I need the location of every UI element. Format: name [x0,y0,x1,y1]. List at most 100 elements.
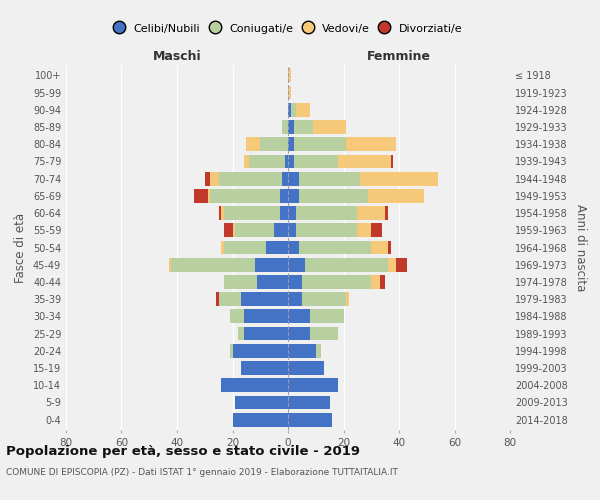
Bar [313,120,346,134]
Bar [368,189,424,202]
Bar [221,240,224,254]
Bar [360,172,438,185]
Bar [380,275,385,289]
Bar [233,344,288,358]
Bar [296,224,358,237]
Bar [371,275,380,289]
Bar [293,120,313,134]
Bar [244,326,288,340]
Bar [288,240,299,254]
Bar [302,275,371,289]
Bar [288,154,293,168]
Bar [305,258,388,272]
Bar [216,292,218,306]
Bar [371,240,388,254]
Bar [346,138,396,151]
Bar [233,413,288,426]
Text: Maschi: Maschi [152,50,202,64]
Bar [224,206,280,220]
Bar [169,258,172,272]
Bar [211,172,218,185]
Bar [288,292,302,306]
Bar [288,396,329,409]
Bar [288,258,305,272]
Bar [396,258,407,272]
Bar [218,206,221,220]
Bar [224,224,233,237]
Bar [302,292,346,306]
Bar [232,224,235,237]
Bar [249,154,285,168]
Bar [391,154,394,168]
Bar [230,344,233,358]
Bar [288,224,296,237]
Bar [244,310,288,324]
Bar [241,361,288,375]
Bar [283,120,288,134]
Bar [288,189,299,202]
Bar [224,240,266,254]
Bar [291,103,296,117]
Bar [208,189,210,202]
Bar [288,86,291,100]
Legend: Celibi/Nubili, Coniugati/e, Vedovi/e, Divorziati/e: Celibi/Nubili, Coniugati/e, Vedovi/e, Di… [110,20,466,37]
Bar [221,378,288,392]
Bar [230,310,244,324]
Bar [388,258,396,272]
Bar [172,258,254,272]
Bar [338,154,391,168]
Bar [288,326,310,340]
Bar [266,240,288,254]
Bar [288,172,299,185]
Bar [238,326,244,340]
Bar [285,154,288,168]
Bar [296,206,358,220]
Bar [299,240,371,254]
Bar [293,154,338,168]
Bar [205,172,210,185]
Bar [310,326,338,340]
Bar [358,224,371,237]
Bar [288,138,293,151]
Bar [218,172,283,185]
Bar [288,275,302,289]
Bar [274,224,288,237]
Bar [280,189,288,202]
Bar [254,258,288,272]
Text: Femmine: Femmine [367,50,431,64]
Bar [288,103,291,117]
Bar [235,224,274,237]
Bar [371,224,382,237]
Bar [221,206,224,220]
Bar [299,172,360,185]
Bar [288,206,296,220]
Bar [288,378,338,392]
Bar [288,68,291,82]
Bar [218,292,241,306]
Bar [288,310,310,324]
Bar [280,206,288,220]
Bar [260,138,288,151]
Bar [224,275,257,289]
Bar [358,206,385,220]
Bar [288,413,332,426]
Text: COMUNE DI EPISCOPIA (PZ) - Dati ISTAT 1° gennaio 2019 - Elaborazione TUTTAITALIA: COMUNE DI EPISCOPIA (PZ) - Dati ISTAT 1°… [6,468,398,477]
Bar [283,172,288,185]
Bar [211,189,280,202]
Bar [310,310,343,324]
Bar [288,344,316,358]
Y-axis label: Anni di nascita: Anni di nascita [574,204,587,291]
Bar [288,361,324,375]
Bar [346,292,349,306]
Bar [293,138,346,151]
Bar [299,189,368,202]
Bar [241,292,288,306]
Bar [247,138,260,151]
Bar [316,344,322,358]
Bar [244,154,249,168]
Bar [296,103,310,117]
Y-axis label: Fasce di età: Fasce di età [14,212,27,282]
Bar [388,240,391,254]
Bar [385,206,388,220]
Bar [235,396,288,409]
